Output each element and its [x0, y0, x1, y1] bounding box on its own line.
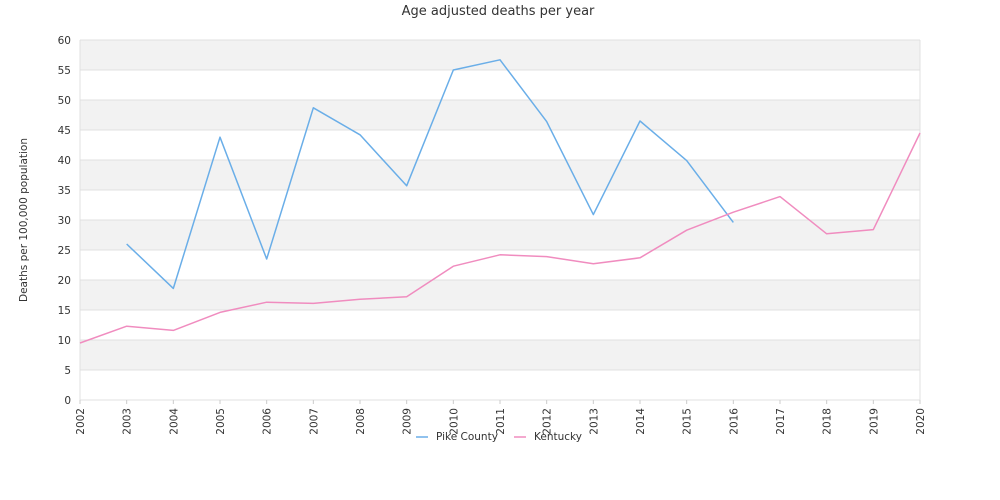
x-tick-label: 2018 — [822, 408, 834, 435]
grid-band — [80, 310, 920, 340]
series-lines — [79, 59, 921, 344]
y-tick-label: 40 — [58, 155, 71, 167]
x-tick-label: 2005 — [215, 408, 227, 435]
grid-band — [80, 340, 920, 370]
x-tick-label: 2017 — [775, 408, 787, 435]
x-axis-ticks: 2002 2003 2004 2005 2006 2007 2008 2009 2010 2011… — [75, 400, 927, 435]
y-tick-label: 25 — [58, 245, 71, 257]
grid-band — [80, 130, 920, 160]
x-tick-label: 2006 — [262, 408, 274, 435]
series-line-kentucky — [79, 132, 921, 344]
x-tick-label: 2008 — [355, 408, 367, 435]
y-tick-label: 60 — [58, 35, 71, 47]
x-tick-label: 2010 — [448, 408, 460, 435]
x-tick-label: 2016 — [728, 408, 740, 435]
grid-band — [80, 100, 920, 130]
grid-band — [80, 160, 920, 190]
x-tick-label: 2012 — [542, 408, 554, 435]
y-gridlines — [79, 39, 921, 401]
y-axis-label: Deaths per 100,000 population — [18, 138, 30, 302]
x-tick-label: 2014 — [635, 408, 647, 435]
y-tick-label: 30 — [58, 215, 71, 227]
y-tick-label: 20 — [58, 275, 71, 287]
y-tick-label: 50 — [58, 95, 71, 107]
chart-title: Age adjusted deaths per year — [402, 4, 595, 19]
grid-band — [80, 280, 920, 310]
x-tick-label: 2011 — [495, 408, 507, 435]
y-tick-label: 35 — [58, 185, 71, 197]
grid-band — [80, 40, 920, 70]
y-axis-ticks: 0 5 10 15 20 25 30 35 40 45 50 55 60 — [58, 35, 71, 407]
series-line-pike-county — [126, 59, 734, 290]
x-tick-label: 2019 — [868, 408, 880, 435]
y-tick-label: 5 — [64, 365, 71, 377]
y-tick-label: 45 — [58, 125, 71, 137]
x-tick-label: 2007 — [308, 408, 320, 435]
x-tick-label: 2013 — [588, 408, 600, 435]
y-tick-label: 10 — [58, 335, 71, 347]
grid-band — [80, 370, 920, 400]
y-tick-label: 0 — [64, 395, 71, 407]
grid-bands — [80, 40, 920, 400]
x-tick-label: 2002 — [75, 408, 87, 435]
x-tick-label: 2009 — [402, 408, 414, 435]
legend-label-pike-county: Pike County — [436, 431, 498, 443]
x-tick-label: 2004 — [168, 408, 180, 435]
x-tick-label: 2020 — [915, 408, 927, 435]
legend: Pike County Kentucky — [416, 431, 582, 443]
grid-band — [80, 70, 920, 100]
grid-band — [80, 190, 920, 220]
x-tick-label: 2015 — [682, 408, 694, 435]
x-tick-label: 2003 — [122, 408, 134, 435]
y-tick-label: 55 — [58, 65, 71, 77]
legend-label-kentucky: Kentucky — [534, 431, 582, 443]
y-tick-label: 15 — [58, 305, 71, 317]
grid-band — [80, 220, 920, 250]
